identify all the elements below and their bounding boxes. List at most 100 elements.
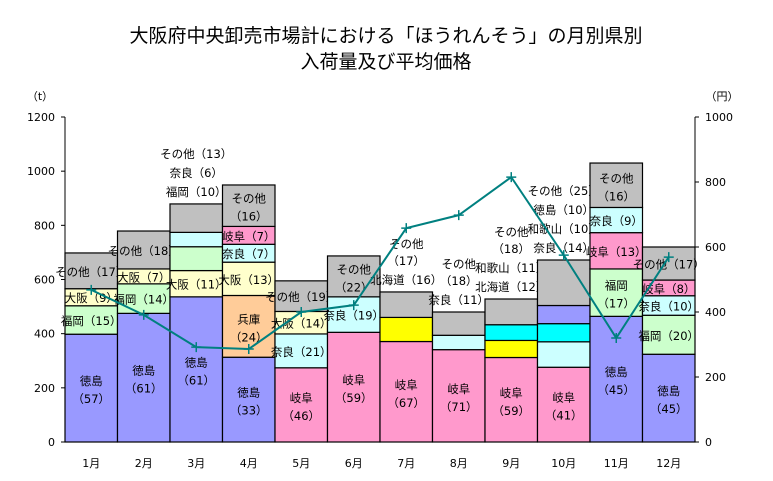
axes-layer: 1月 2月 3月 4月 5月 6月 7月 8月 9月 10月 11月 12月 0 200 400 600 800… <box>27 111 733 470</box>
bar-segment <box>221 261 276 297</box>
segment-label: （59） <box>335 391 373 405</box>
bar-segment <box>589 206 644 234</box>
segment-label: 和歌山（10） <box>528 222 600 236</box>
bar-segment <box>221 356 276 443</box>
segment-label: 北海道（12） <box>475 280 547 294</box>
bar-segment <box>379 340 434 443</box>
bar-segment <box>116 230 171 270</box>
segment-label: その他 <box>232 192 267 206</box>
bar-segment <box>169 231 224 248</box>
right-axis-unit: （円） <box>706 90 739 103</box>
segment-label: 奈良（7） <box>222 247 275 261</box>
price-point-marker <box>348 300 359 311</box>
bar-segment <box>641 353 696 443</box>
price-point-marker <box>663 252 674 263</box>
segment-label: その他（18） <box>108 244 180 258</box>
segment-label: 福岡 <box>605 279 628 293</box>
right-tick-label: 400 <box>705 306 726 319</box>
segment-label: 福岡（10） <box>166 185 227 199</box>
segment-label: （41） <box>545 409 583 423</box>
segment-label: （16） <box>230 210 268 224</box>
left-tick-label: 200 <box>34 382 55 395</box>
segment-label: （45） <box>597 383 635 397</box>
bar-segment <box>274 333 329 369</box>
left-tick-label: 1200 <box>27 111 55 124</box>
bar-segment <box>169 269 224 298</box>
segment-label: （57） <box>72 392 110 406</box>
bar-segment <box>379 291 434 319</box>
right-tick-label: 800 <box>705 176 726 189</box>
segment-label: 岐阜 <box>552 391 575 405</box>
bar-segment <box>536 366 591 443</box>
segment-label: その他 <box>337 262 372 276</box>
left-tick-label: 1000 <box>27 165 55 178</box>
right-tick-label: 1000 <box>705 111 733 124</box>
segment-label: （59） <box>492 404 530 418</box>
segment-label: （67） <box>387 396 425 410</box>
segment-label: その他 <box>494 225 529 239</box>
price-point-marker <box>506 172 517 183</box>
segment-label: その他（13） <box>160 147 232 161</box>
x-tick-label: 6月 <box>345 457 363 470</box>
x-tick-label: 12月 <box>656 457 681 470</box>
price-point-marker <box>401 223 412 234</box>
chart-title-line-1: 大阪府中央卸売市場計における「ほうれんそう」の月別県別 <box>129 25 642 47</box>
bar-segment <box>169 296 224 443</box>
bar-segment <box>536 323 591 343</box>
segment-label: 福岡（15） <box>61 314 122 328</box>
segment-label: 奈良（19） <box>323 309 384 323</box>
bar-segment <box>274 367 329 443</box>
bar-segment <box>326 331 381 443</box>
segment-label: 岐阜 <box>395 378 418 392</box>
segment-label: 北海道（16） <box>370 273 442 287</box>
segment-label: 大阪（7） <box>117 270 170 284</box>
left-tick-label: 0 <box>48 436 55 449</box>
price-point-marker <box>191 342 202 353</box>
segment-label: その他（19） <box>265 290 337 304</box>
segment-label: 福岡（14） <box>113 293 174 307</box>
bar-segment <box>221 184 276 228</box>
chart-title-line-2: 入荷量及び平均価格 <box>300 51 471 73</box>
x-tick-label: 2月 <box>135 457 153 470</box>
price-point-marker <box>296 307 307 317</box>
segment-label: 福岡（20） <box>638 329 699 343</box>
bar-segment <box>64 252 119 290</box>
segment-label: その他 <box>599 171 634 185</box>
segment-label: 奈良（9） <box>590 214 643 228</box>
segment-label: 岐阜 <box>290 391 313 405</box>
price-point-marker <box>138 309 149 320</box>
segment-label: 兵庫 <box>237 312 260 326</box>
segment-label: （71） <box>440 400 478 414</box>
segment-label: その他 <box>389 237 424 251</box>
segment-label: （24） <box>230 330 268 344</box>
bar-segment <box>589 162 644 209</box>
x-tick-label: 9月 <box>502 457 520 470</box>
price-point-marker <box>558 250 569 261</box>
bar-segment <box>484 356 539 443</box>
segment-label: （61） <box>125 382 163 396</box>
x-tick-label: 1月 <box>82 457 100 470</box>
segment-label: 岐阜 <box>342 373 365 387</box>
price-point-marker <box>611 333 622 343</box>
price-point-marker <box>86 284 97 295</box>
segment-label: 奈良（6） <box>170 166 223 180</box>
segment-label: 徳島 <box>185 355 208 369</box>
price-line-layer <box>86 172 674 355</box>
segment-label: 大阪（11） <box>166 278 227 292</box>
bar-segment <box>379 316 434 343</box>
segment-label: （17） <box>597 297 635 311</box>
segment-label: （33） <box>230 404 268 418</box>
x-tick-label: 4月 <box>240 457 258 470</box>
segment-label: 大阪（13） <box>218 273 279 287</box>
x-tick-label: 3月 <box>187 457 205 470</box>
price-line <box>90 175 670 351</box>
bar-segment <box>536 341 591 368</box>
bar-segment <box>589 268 644 317</box>
x-tick-label: 5月 <box>292 457 310 470</box>
bar-segment <box>431 334 486 351</box>
x-tick-label: 7月 <box>397 457 415 470</box>
segment-label: 岐阜（8） <box>642 282 695 296</box>
segment-label: 徳島（10） <box>533 203 594 217</box>
left-tick-label: 400 <box>34 328 55 341</box>
